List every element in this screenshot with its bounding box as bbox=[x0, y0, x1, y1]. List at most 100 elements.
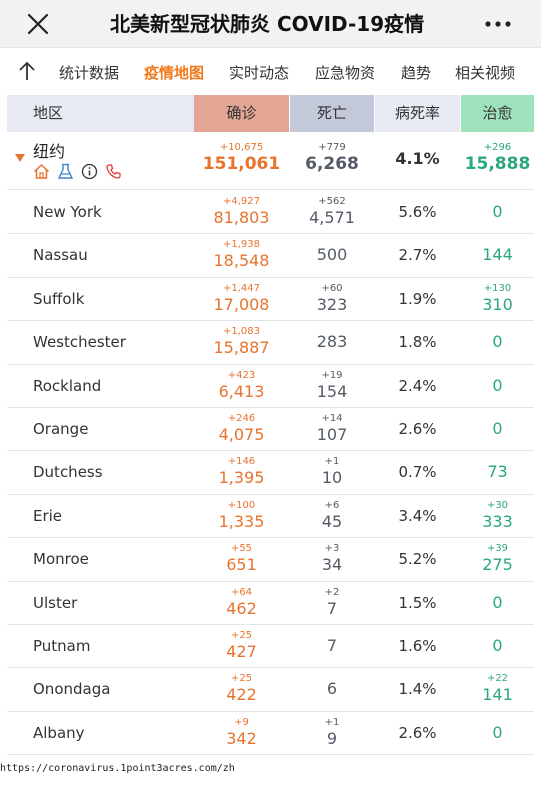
deaths-delta: +3 bbox=[324, 543, 340, 555]
county-fatality-rate: 5.2% bbox=[398, 550, 437, 569]
confirmed-value: 4,075 bbox=[218, 425, 265, 444]
table-row[interactable]: Orange +246 4,075 +14 107 2.6% 0 bbox=[7, 408, 534, 452]
home-icon[interactable] bbox=[33, 163, 50, 180]
deaths-value: 10 bbox=[321, 468, 343, 488]
county-name: Putnam bbox=[33, 637, 91, 655]
close-button[interactable] bbox=[22, 8, 54, 40]
county-confirmed-cell: +246 4,075 bbox=[194, 412, 289, 445]
county-confirmed-cell: +4,927 81,803 bbox=[194, 195, 289, 228]
county-deaths-cell: +3 34 bbox=[290, 542, 374, 575]
county-confirmed-cell: +64 462 bbox=[194, 586, 289, 619]
deaths-delta: +779 bbox=[318, 142, 346, 153]
table-row[interactable]: Dutchess +146 1,395 +1 10 0.7% 73 bbox=[7, 451, 534, 495]
confirmed-value: 427 bbox=[226, 642, 257, 661]
table-row[interactable]: Rockland +423 6,413 +19 154 2.4% 0 bbox=[7, 365, 534, 408]
header-recovered[interactable]: 治愈 bbox=[461, 95, 534, 132]
county-name: Monroe bbox=[33, 550, 89, 569]
table-row[interactable]: Westchester +1,083 15,887 283 1.8% 0 bbox=[7, 321, 534, 365]
recovered-delta: +130 bbox=[483, 282, 512, 294]
info-icon[interactable] bbox=[81, 163, 98, 180]
tab-live[interactable]: 实时动态 bbox=[229, 64, 290, 82]
state-row[interactable]: 纽约 +10,675 151,061 bbox=[7, 132, 534, 190]
deaths-value: 7 bbox=[326, 598, 338, 618]
county-recovered-cell: +30 333 bbox=[461, 499, 534, 532]
recovered-value: 0 bbox=[492, 202, 503, 221]
recovered-value: 0 bbox=[492, 592, 503, 612]
confirmed-delta: +55 bbox=[230, 543, 253, 555]
county-name: Nassau bbox=[33, 246, 88, 265]
county-fatality-rate: 2.6% bbox=[398, 723, 437, 742]
table-row[interactable]: Albany +9 342 +1 9 2.6% 0 bbox=[7, 712, 534, 756]
recovered-value: 275 bbox=[482, 555, 513, 575]
table-row[interactable]: Erie +100 1,335 +6 45 3.4% +30 333 bbox=[7, 495, 534, 539]
table-row[interactable]: Suffolk +1,447 17,008 +60 323 1.9% +130 310 bbox=[7, 278, 534, 322]
county-name: Albany bbox=[33, 723, 85, 742]
deaths-value: 283 bbox=[316, 332, 348, 352]
recovered-value: 310 bbox=[482, 294, 513, 314]
table-row[interactable]: Ulster +64 462 +2 7 1.5% 0 bbox=[7, 582, 534, 625]
confirmed-delta: +100 bbox=[227, 499, 256, 511]
county-name: New York bbox=[33, 203, 102, 221]
confirmed-delta: +1,447 bbox=[222, 282, 260, 294]
recovered-value: 0 bbox=[492, 636, 503, 655]
table-row[interactable]: Nassau +1,938 18,548 500 2.7% 144 bbox=[7, 234, 534, 278]
deaths-value: 323 bbox=[316, 294, 348, 314]
county-recovered-cell: 144 bbox=[461, 245, 534, 265]
state-confirmed-cell: +10,675 151,061 bbox=[194, 141, 289, 174]
county-confirmed-cell: +25 427 bbox=[194, 629, 289, 662]
deaths-value: 9 bbox=[326, 728, 338, 748]
more-options-button[interactable] bbox=[478, 8, 518, 40]
scroll-top-button[interactable] bbox=[14, 58, 40, 84]
county-deaths-cell: +60 323 bbox=[290, 282, 374, 315]
confirmed-delta: +146 bbox=[227, 456, 256, 468]
confirmed-delta: +64 bbox=[230, 586, 253, 598]
deaths-value: 34 bbox=[321, 555, 343, 575]
source-url[interactable]: https://coronavirus.1point3acres.com/zh bbox=[0, 763, 235, 774]
confirmed-delta: +10,675 bbox=[219, 142, 264, 153]
header-fatality-rate[interactable]: 病死率 bbox=[375, 95, 460, 132]
confirmed-value: 422 bbox=[226, 685, 257, 705]
tab-supplies[interactable]: 应急物资 bbox=[315, 64, 376, 82]
table-row[interactable]: Onondaga +25 422 6 1.4% +22 141 bbox=[7, 668, 534, 712]
county-confirmed-cell: +1,447 17,008 bbox=[194, 282, 289, 315]
county-fatality-rate: 1.5% bbox=[398, 593, 437, 612]
county-name: Orange bbox=[33, 420, 89, 438]
tab-map[interactable]: 疫情地图 bbox=[144, 64, 205, 82]
confirmed-value: 1,395 bbox=[218, 468, 265, 488]
state-recovered-cell: +296 15,888 bbox=[461, 141, 534, 174]
recovered-delta: +296 bbox=[483, 142, 512, 153]
phone-icon[interactable] bbox=[105, 163, 122, 180]
county-name: Rockland bbox=[33, 376, 102, 395]
deaths-value: 500 bbox=[316, 245, 348, 265]
county-recovered-cell: 0 bbox=[461, 636, 534, 656]
county-name: Westchester bbox=[33, 333, 126, 352]
confirmed-delta: +25 bbox=[230, 630, 253, 641]
header-confirmed[interactable]: 确诊 bbox=[194, 95, 289, 132]
county-name: Dutchess bbox=[33, 463, 103, 482]
confirmed-value: 17,008 bbox=[213, 294, 270, 314]
tab-stats[interactable]: 统计数据 bbox=[59, 64, 120, 82]
header-region[interactable]: 地区 bbox=[7, 95, 194, 132]
flask-icon[interactable] bbox=[57, 163, 74, 180]
state-deaths-cell: +779 6,268 bbox=[290, 141, 374, 174]
county-deaths-cell: +19 154 bbox=[290, 369, 374, 402]
confirmed-value: 6,413 bbox=[218, 381, 265, 401]
county-recovered-cell: 0 bbox=[461, 593, 534, 613]
county-fatality-rate: 2.6% bbox=[398, 420, 437, 438]
deaths-value: 107 bbox=[316, 425, 348, 444]
county-deaths-cell: +1 10 bbox=[290, 455, 374, 488]
title-bar: 北美新型冠状肺炎 COVID-19疫情 bbox=[0, 0, 541, 48]
confirmed-value: 462 bbox=[226, 598, 257, 618]
county-fatality-rate: 1.8% bbox=[398, 333, 437, 352]
county-deaths-cell: +562 4,571 bbox=[290, 195, 374, 228]
tab-videos[interactable]: 相关视频 bbox=[455, 64, 516, 82]
collapse-triangle-icon[interactable] bbox=[15, 154, 25, 162]
confirmed-delta: +423 bbox=[227, 369, 256, 381]
table-row[interactable]: Monroe +55 651 +3 34 5.2% +39 275 bbox=[7, 538, 534, 582]
county-recovered-cell: +22 141 bbox=[461, 672, 534, 705]
table-row[interactable]: New York +4,927 81,803 +562 4,571 5.6% 0 bbox=[7, 191, 534, 235]
table-row[interactable]: Putnam +25 427 7 1.6% 0 bbox=[7, 625, 534, 669]
header-deaths[interactable]: 死亡 bbox=[290, 95, 374, 132]
tab-trend[interactable]: 趋势 bbox=[401, 64, 432, 82]
county-deaths-cell: 500 bbox=[290, 245, 374, 265]
